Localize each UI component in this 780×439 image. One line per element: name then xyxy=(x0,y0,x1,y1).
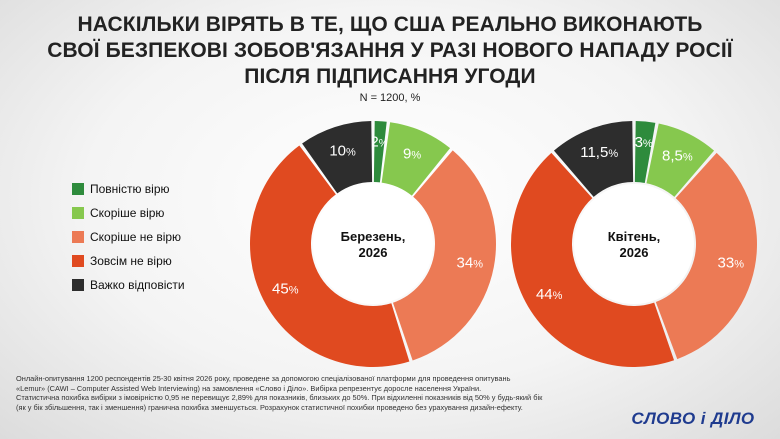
donut-slice xyxy=(302,121,373,194)
donut-slice xyxy=(655,152,757,360)
legend-swatch xyxy=(72,279,84,291)
donut-slice xyxy=(510,152,675,367)
legend-item-rather-believe: Скоріше вірю xyxy=(72,206,185,220)
legend-item-not-believe-at-all: Зовсім не вірю xyxy=(72,254,185,268)
sample-size-note: N = 1200, % xyxy=(359,92,421,104)
legend-label: Повністю вірю xyxy=(90,182,170,196)
slice-value-label: 2% xyxy=(370,134,388,151)
donut-slice xyxy=(634,121,656,183)
donut-slice xyxy=(381,122,451,196)
legend-item-hard-to-say: Важко відповісти xyxy=(72,278,185,292)
slice-value-label: 11,5% xyxy=(580,144,618,161)
footnote-line-2: «Lemur» (CAWI – Computer Assisted Web In… xyxy=(16,383,482,393)
title-line-2: СВОЇ БЕЗПЕКОВІ ЗОБОВ'ЯЗАННЯ У РАЗІ НОВОГ… xyxy=(47,39,733,62)
legend-swatch xyxy=(72,183,84,195)
slovo-i-dilo-logo: СЛОВО і ДІЛО xyxy=(631,409,755,428)
donut-center xyxy=(574,184,694,304)
slice-value-label: 3% xyxy=(635,134,653,151)
legend-label: Скоріше не вірю xyxy=(90,230,182,244)
legend-label: Скоріше вірю xyxy=(90,206,165,220)
donut-center-label-line-1: Березень, xyxy=(341,229,406,244)
donut-chart-1: 2% 9% 34% 45% 10% Березень,2026 xyxy=(250,121,497,367)
title-line-3: ПІСЛЯ ПІДПИСАННЯ УГОДИ xyxy=(244,65,536,88)
donut-center-label-line-2: 2026 xyxy=(620,245,649,260)
legend-swatch xyxy=(72,255,84,267)
donut-slice xyxy=(250,145,410,367)
footnote-line-4: (як у бік збільшення, так і зменшення) г… xyxy=(16,402,523,412)
legend-swatch xyxy=(72,207,84,219)
slice-value-label: 45% xyxy=(272,281,299,298)
legend-label: Зовсім не вірю xyxy=(90,254,172,268)
donut-slice xyxy=(646,123,715,197)
legend-swatch xyxy=(72,231,84,243)
donut-chart-2: 3% 8,5% 33% 44% 11,5% Квітень,2026 xyxy=(510,121,757,367)
footnote-line-3: Статистична похибка вибірки з імовірніст… xyxy=(16,393,543,403)
donut-slice xyxy=(392,150,497,361)
title-line-1: НАСКІЛЬКИ ВІРЯТЬ В ТЕ, ЩО США РЕАЛЬНО ВИ… xyxy=(77,13,703,36)
slice-value-label: 10% xyxy=(329,142,356,159)
legend-item-rather-not-believe: Скоріше не вірю xyxy=(72,230,185,244)
legend-item-fully-believe: Повністю вірю xyxy=(72,182,185,196)
slice-value-label: 34% xyxy=(457,254,484,271)
donut-center-label-line-1: Квітень, xyxy=(608,229,661,244)
donut-slice xyxy=(373,121,387,183)
chart-title: НАСКІЛЬКИ ВІРЯТЬ В ТЕ, ЩО США РЕАЛЬНО ВИ… xyxy=(20,12,760,90)
donut-center-label-line-2: 2026 xyxy=(359,245,388,260)
slice-value-label: 33% xyxy=(718,254,745,271)
legend-label: Важко відповісти xyxy=(90,278,185,292)
donut-center xyxy=(313,184,433,304)
slice-value-label: 44% xyxy=(536,286,563,303)
legend: Повністю вірю Скоріше вірю Скоріше не ві… xyxy=(72,182,185,303)
slice-value-label: 8,5% xyxy=(662,148,693,165)
methodology-footnote: Онлайн-опитування 1200 респондентів 25-3… xyxy=(16,374,576,412)
slice-value-label: 9% xyxy=(403,146,421,163)
donut-slice xyxy=(553,121,634,197)
footnote-line-1: Онлайн-опитування 1200 респондентів 25-3… xyxy=(16,374,511,383)
